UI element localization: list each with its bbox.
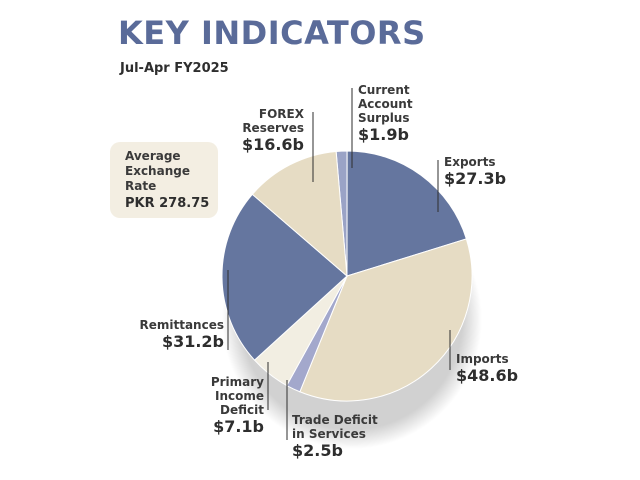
label-imports: Imports $48.6b (456, 352, 518, 385)
exchange-rate-value: PKR 278.75 (125, 196, 210, 211)
label-trade-deficit-services: Trade Deficit in Services $2.5b (292, 413, 378, 460)
slice-name-line: FOREX (258, 107, 304, 121)
slice-name-line: Exports (444, 155, 496, 169)
page-subtitle: Jul-Apr FY2025 (120, 61, 229, 76)
slice-name-line: Current (358, 83, 410, 97)
slice-name-line: Trade Deficit (292, 413, 378, 427)
slice-name-line: Remittances (139, 318, 224, 332)
exchange-rate-label-line: Rate (125, 179, 157, 193)
label-remittances: Remittances $31.2b (120, 318, 224, 351)
exchange-rate-box (110, 142, 218, 218)
slice-name-line: Deficit (220, 403, 264, 417)
slice-value: $48.6b (456, 366, 519, 385)
slice-value: $7.1b (213, 417, 264, 436)
exchange-rate-label-line: Exchange (125, 164, 190, 178)
label-current-account: Current Account Surplus $1.9b (358, 83, 413, 144)
slice-value: $31.2b (161, 332, 224, 351)
slice-name-line: Primary (210, 375, 264, 389)
pie-slice-imports (299, 238, 473, 402)
slice-value: $27.3b (444, 169, 507, 188)
exchange-rate-label: Average Exchange Rate (125, 149, 190, 194)
pie-slice-remittances (221, 193, 348, 361)
page-title: KEY INDICATORS (118, 14, 426, 52)
slice-name-line: Income (214, 389, 264, 403)
slice-name-line: Imports (456, 352, 509, 366)
exchange-rate-label-line: Average (125, 149, 181, 163)
pie-slice-exports (346, 150, 468, 277)
slice-value: $1.9b (358, 125, 409, 144)
slice-name-line: in Services (292, 427, 366, 441)
slice-name-line: Account (358, 97, 413, 111)
label-forex-reserves: FOREX Reserves $16.6b (222, 107, 304, 154)
label-primary-income-deficit: Primary Income Deficit $7.1b (188, 375, 264, 436)
slice-name-line: Surplus (358, 111, 410, 125)
slice-value: $16.6b (241, 135, 304, 154)
slice-value: $2.5b (292, 441, 343, 460)
label-exports: Exports $27.3b (444, 155, 506, 188)
slice-name-line: Reserves (242, 121, 304, 135)
pie-slice-forex-reserves (251, 150, 348, 278)
